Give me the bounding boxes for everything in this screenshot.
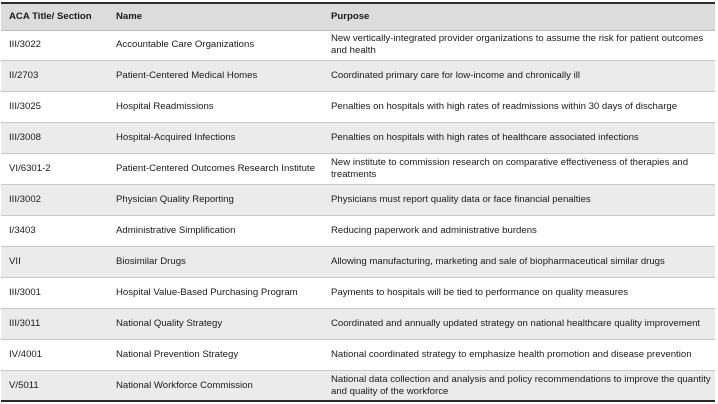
cell-name: National Prevention Strategy xyxy=(108,339,323,371)
cell-section: V/5011 xyxy=(1,370,108,403)
table-row: IV/4001 National Prevention Strategy Nat… xyxy=(1,339,715,371)
table-header: ACA Title/ Section Name Purpose xyxy=(1,2,715,31)
header-section: ACA Title/ Section xyxy=(1,2,108,31)
table-row: III/3025 Hospital Readmissions Penalties… xyxy=(1,91,715,124)
table-row: III/3002 Physician Quality Reporting Phy… xyxy=(1,184,715,217)
table-row: VI/6301-2 Patient-Centered Outcomes Rese… xyxy=(1,153,715,186)
cell-name: Hospital Value-Based Purchasing Program xyxy=(108,277,323,309)
table-row: V/5011 National Workforce Commission Nat… xyxy=(1,370,715,403)
cell-purpose: National data collection and analysis an… xyxy=(323,370,715,403)
cell-section: I/3403 xyxy=(1,215,108,248)
cell-purpose: Reducing paperwork and administrative bu… xyxy=(323,215,715,248)
header-name: Name xyxy=(108,2,323,31)
table-row: III/3001 Hospital Value-Based Purchasing… xyxy=(1,277,715,309)
cell-name: National Quality Strategy xyxy=(108,308,323,340)
cell-name: Patient-Centered Medical Homes xyxy=(108,60,323,93)
header-purpose: Purpose xyxy=(323,2,715,31)
cell-purpose: New institute to commission research on … xyxy=(323,153,715,186)
table-row: III/3008 Hospital-Acquired Infections Pe… xyxy=(1,122,715,155)
table-row: III/3011 National Quality Strategy Coord… xyxy=(1,308,715,340)
cell-name: Administrative Simplification xyxy=(108,215,323,248)
cell-purpose: Penalties on hospitals with high rates o… xyxy=(323,122,715,155)
header-row: ACA Title/ Section Name Purpose xyxy=(1,2,715,31)
cell-section: VII xyxy=(1,246,108,278)
cell-purpose: National coordinated strategy to emphasi… xyxy=(323,339,715,371)
cell-section: III/3002 xyxy=(1,184,108,217)
cell-section: III/3022 xyxy=(1,30,108,62)
cell-name: National Workforce Commission xyxy=(108,370,323,403)
cell-name: Hospital Readmissions xyxy=(108,91,323,124)
cell-section: VI/6301-2 xyxy=(1,153,108,186)
cell-purpose: New vertically-integrated provider organ… xyxy=(323,30,715,62)
table-row: VII Biosimilar Drugs Allowing manufactur… xyxy=(1,246,715,278)
table-row: I/3403 Administrative Simplification Red… xyxy=(1,215,715,248)
cell-name: Accountable Care Organizations xyxy=(108,30,323,62)
cell-section: III/3011 xyxy=(1,308,108,340)
cell-purpose: Coordinated primary care for low-income … xyxy=(323,60,715,93)
cell-name: Physician Quality Reporting xyxy=(108,184,323,217)
cell-name: Patient-Centered Outcomes Research Insti… xyxy=(108,153,323,186)
table-row: III/3022 Accountable Care Organizations … xyxy=(1,30,715,62)
cell-section: III/3008 xyxy=(1,122,108,155)
cell-purpose: Allowing manufacturing, marketing and sa… xyxy=(323,246,715,278)
table-row: II/2703 Patient-Centered Medical Homes C… xyxy=(1,60,715,93)
cell-purpose: Payments to hospitals will be tied to pe… xyxy=(323,277,715,309)
cell-purpose: Physicians must report quality data or f… xyxy=(323,184,715,217)
cell-section: IV/4001 xyxy=(1,339,108,371)
cell-purpose: Coordinated and annually updated strateg… xyxy=(323,308,715,340)
cell-section: III/3025 xyxy=(1,91,108,124)
cell-section: III/3001 xyxy=(1,277,108,309)
cell-section: II/2703 xyxy=(1,60,108,93)
cell-name: Biosimilar Drugs xyxy=(108,246,323,278)
table-body: III/3022 Accountable Care Organizations … xyxy=(1,30,715,403)
cell-name: Hospital-Acquired Infections xyxy=(108,122,323,155)
cell-purpose: Penalties on hospitals with high rates o… xyxy=(323,91,715,124)
